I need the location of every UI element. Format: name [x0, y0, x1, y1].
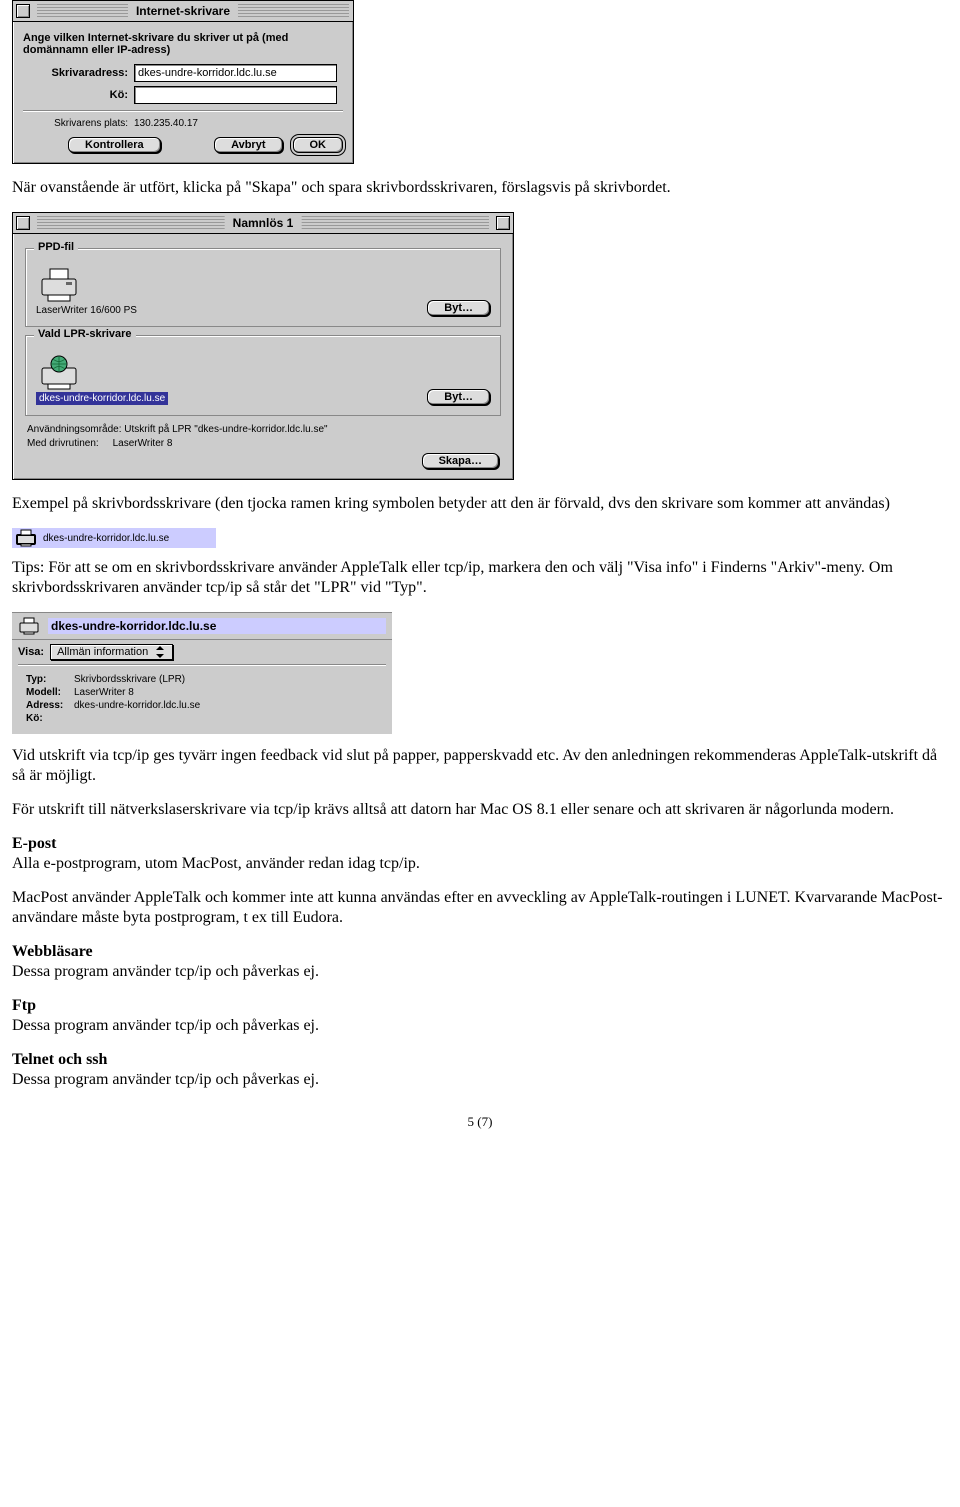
paragraph-example: Exempel på skrivbordsskrivare (den tjock…: [12, 494, 948, 514]
info-typ-v: Skrivbordsskrivare (LPR): [74, 674, 185, 685]
cancel-button[interactable]: Avbryt: [214, 137, 282, 153]
internet-printer-dialog: Internet-skrivare Ange vilken Internet-s…: [12, 0, 354, 164]
printer-globe-icon: [36, 354, 82, 392]
printer-icon: [15, 529, 37, 547]
printer-info-panel: dkes-undre-korridor.ldc.lu.se Visa: Allm…: [12, 612, 392, 734]
ppd-printer-label: LaserWriter 16/600 PS: [36, 305, 137, 316]
updown-arrows-icon: [156, 646, 166, 658]
ppd-legend: PPD-fil: [34, 241, 78, 253]
paragraph-epost: Alla e-postprogram, utom MacPost, använd…: [12, 854, 948, 874]
visa-popup[interactable]: Allmän information: [50, 644, 173, 660]
close-icon[interactable]: [16, 4, 30, 18]
lpr-change-button[interactable]: Byt…: [427, 389, 490, 405]
dialog2-title: Namnlös 1: [225, 216, 302, 230]
info-typ-k: Typ:: [26, 674, 74, 685]
paragraph-skapa: När ovanstående är utfört, klicka på "Sk…: [12, 178, 948, 198]
printer-icon: [36, 267, 82, 305]
visa-value: Allmän information: [57, 646, 148, 658]
info-ko-k: Kö:: [26, 713, 74, 724]
desktop-printer-setup-dialog: Namnlös 1 PPD-fil: [12, 212, 514, 480]
visa-label: Visa:: [18, 646, 44, 658]
paragraph-requirement: För utskrift till nätverkslaserskrivare …: [12, 800, 948, 820]
lpr-printer-label: dkes-undre-korridor.ldc.lu.se: [36, 392, 168, 405]
zoom-icon[interactable]: [496, 216, 510, 230]
paragraph-tips: Tips: För att se om en skrivbordsskrivar…: [12, 558, 948, 598]
heading-ftp: Ftp: [12, 996, 948, 1016]
paragraph-macpost: MacPost använder AppleTalk och kommer in…: [12, 888, 948, 928]
heading-webb: Webbläsare: [12, 942, 948, 962]
lpr-group: Vald LPR-skrivare dkes-undre-korridor.ld…: [25, 335, 501, 416]
location-label: Skrivarens plats:: [23, 118, 134, 129]
heading-telnet: Telnet och ssh: [12, 1050, 948, 1070]
close-icon[interactable]: [16, 216, 30, 230]
dialog1-titlebar: Internet-skrivare: [13, 1, 353, 22]
paragraph-feedback: Vid utskrift via tcp/ip ges tyvärr ingen…: [12, 746, 948, 786]
create-button[interactable]: Skapa…: [422, 453, 499, 469]
info-adress-v: dkes-undre-korridor.ldc.lu.se: [74, 700, 200, 711]
location-value: 130.235.40.17: [134, 118, 198, 129]
queue-input[interactable]: [134, 86, 337, 104]
scope-line: Användningsområde: Utskrift på LPR "dkes…: [27, 424, 503, 435]
paragraph-telnet: Dessa program använder tcp/ip och påverk…: [12, 1070, 948, 1090]
printer-icon: [18, 617, 40, 635]
ppd-group: PPD-fil LaserWriter 16/600 PS: [25, 248, 501, 327]
dialog1-title: Internet-skrivare: [128, 4, 238, 18]
desktop-printer-thumbnail[interactable]: dkes-undre-korridor.ldc.lu.se: [12, 528, 216, 548]
info-title: dkes-undre-korridor.ldc.lu.se: [48, 618, 386, 634]
paragraph-ftp: Dessa program använder tcp/ip och påverk…: [12, 1016, 948, 1036]
paragraph-webb: Dessa program använder tcp/ip och påverk…: [12, 962, 948, 982]
lpr-legend: Vald LPR-skrivare: [34, 328, 136, 340]
page-number: 5 (7): [12, 1114, 948, 1130]
verify-button[interactable]: Kontrollera: [68, 137, 161, 153]
ppd-change-button[interactable]: Byt…: [427, 300, 490, 316]
info-modell-v: LaserWriter 8: [74, 687, 134, 698]
dialog2-titlebar: Namnlös 1: [13, 213, 513, 234]
ok-button[interactable]: OK: [293, 137, 344, 153]
driver-label: Med drivrutinen:: [27, 438, 99, 449]
thumbnail-label: dkes-undre-korridor.ldc.lu.se: [43, 533, 169, 544]
driver-line: Med drivrutinen: LaserWriter 8: [27, 438, 503, 449]
address-label: Skrivaradress:: [23, 67, 134, 79]
queue-label: Kö:: [23, 89, 134, 101]
heading-epost: E-post: [12, 834, 948, 854]
info-modell-k: Modell:: [26, 687, 74, 698]
dialog1-instruction: Ange vilken Internet-skrivare du skriver…: [23, 32, 343, 56]
printer-address-input[interactable]: [134, 64, 337, 82]
info-adress-k: Adress:: [26, 700, 74, 711]
driver-value: LaserWriter 8: [113, 438, 173, 449]
